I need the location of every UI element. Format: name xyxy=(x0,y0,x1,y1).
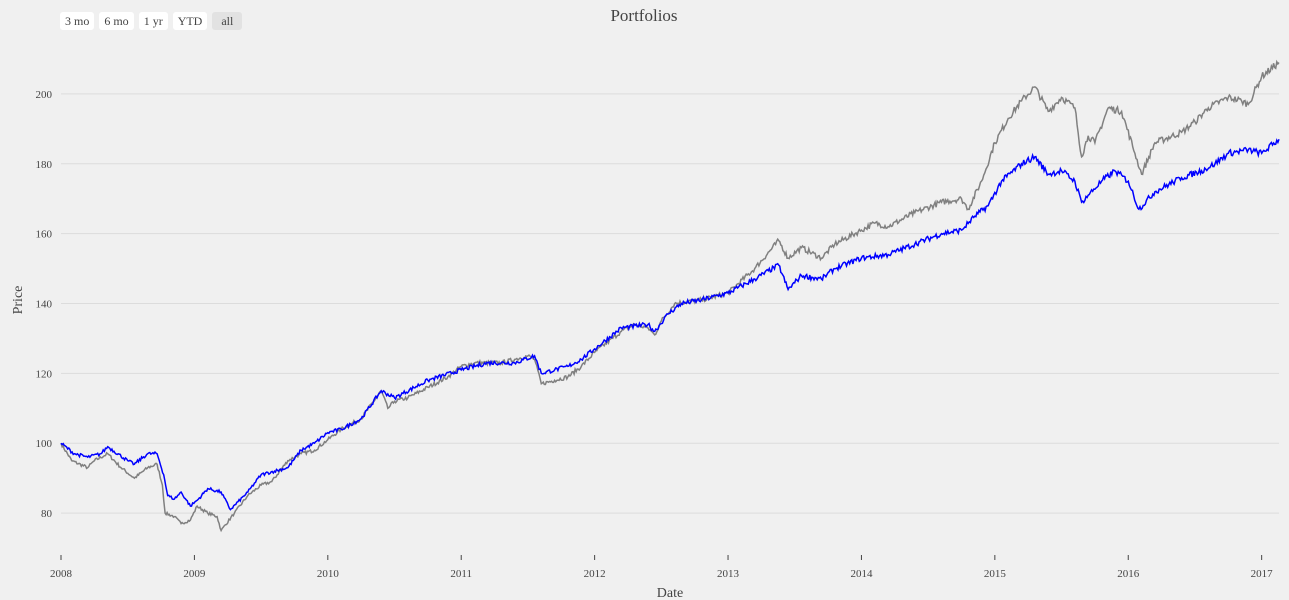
y-tick-label: 180 xyxy=(36,159,53,171)
range-1yr-button[interactable]: 1 yr xyxy=(138,12,168,30)
x-tick-label: 2014 xyxy=(850,568,873,580)
y-tick-label: 160 xyxy=(36,229,53,241)
y-tick-label: 120 xyxy=(36,368,53,380)
range-selector: 3 mo 6 mo 1 yr YTD all xyxy=(60,12,243,30)
gridlines xyxy=(61,93,1279,514)
x-tick-label: 2009 xyxy=(183,568,206,580)
chart-title: Portfolios xyxy=(610,6,677,25)
x-tick-label: 2013 xyxy=(717,568,740,580)
y-tick-label: 100 xyxy=(36,438,53,450)
series-lines xyxy=(60,59,1280,533)
x-tick-label: 2017 xyxy=(1251,568,1274,580)
x-tick-label: 2011 xyxy=(450,568,472,580)
range-3mo-button[interactable]: 3 mo xyxy=(60,12,95,30)
y-axis-label: Price xyxy=(11,286,26,315)
range-all-button[interactable]: all xyxy=(212,12,243,30)
x-tick-label: 2008 xyxy=(50,568,73,580)
range-ytd-button[interactable]: YTD xyxy=(172,12,208,30)
x-tick-label: 2010 xyxy=(317,568,340,580)
series-line-portfolio xyxy=(60,138,1280,511)
y-tick-label: 80 xyxy=(41,508,53,520)
y-tick-label: 140 xyxy=(36,298,53,310)
series-line-benchmark xyxy=(60,59,1280,533)
y-tick-labels: 80 100 120 140 160 180 200 xyxy=(36,89,53,520)
x-tick-label: 2015 xyxy=(984,568,1007,580)
x-tick-label: 2012 xyxy=(584,568,606,580)
x-tick-labels: 2008 2009 2010 2011 2012 2013 2014 2015 2016 2017 xyxy=(50,555,1273,580)
y-tick-label: 200 xyxy=(36,89,53,101)
range-6mo-button[interactable]: 6 mo xyxy=(99,12,134,30)
x-axis-label: Date xyxy=(657,586,683,600)
x-tick-label: 2016 xyxy=(1117,568,1140,580)
